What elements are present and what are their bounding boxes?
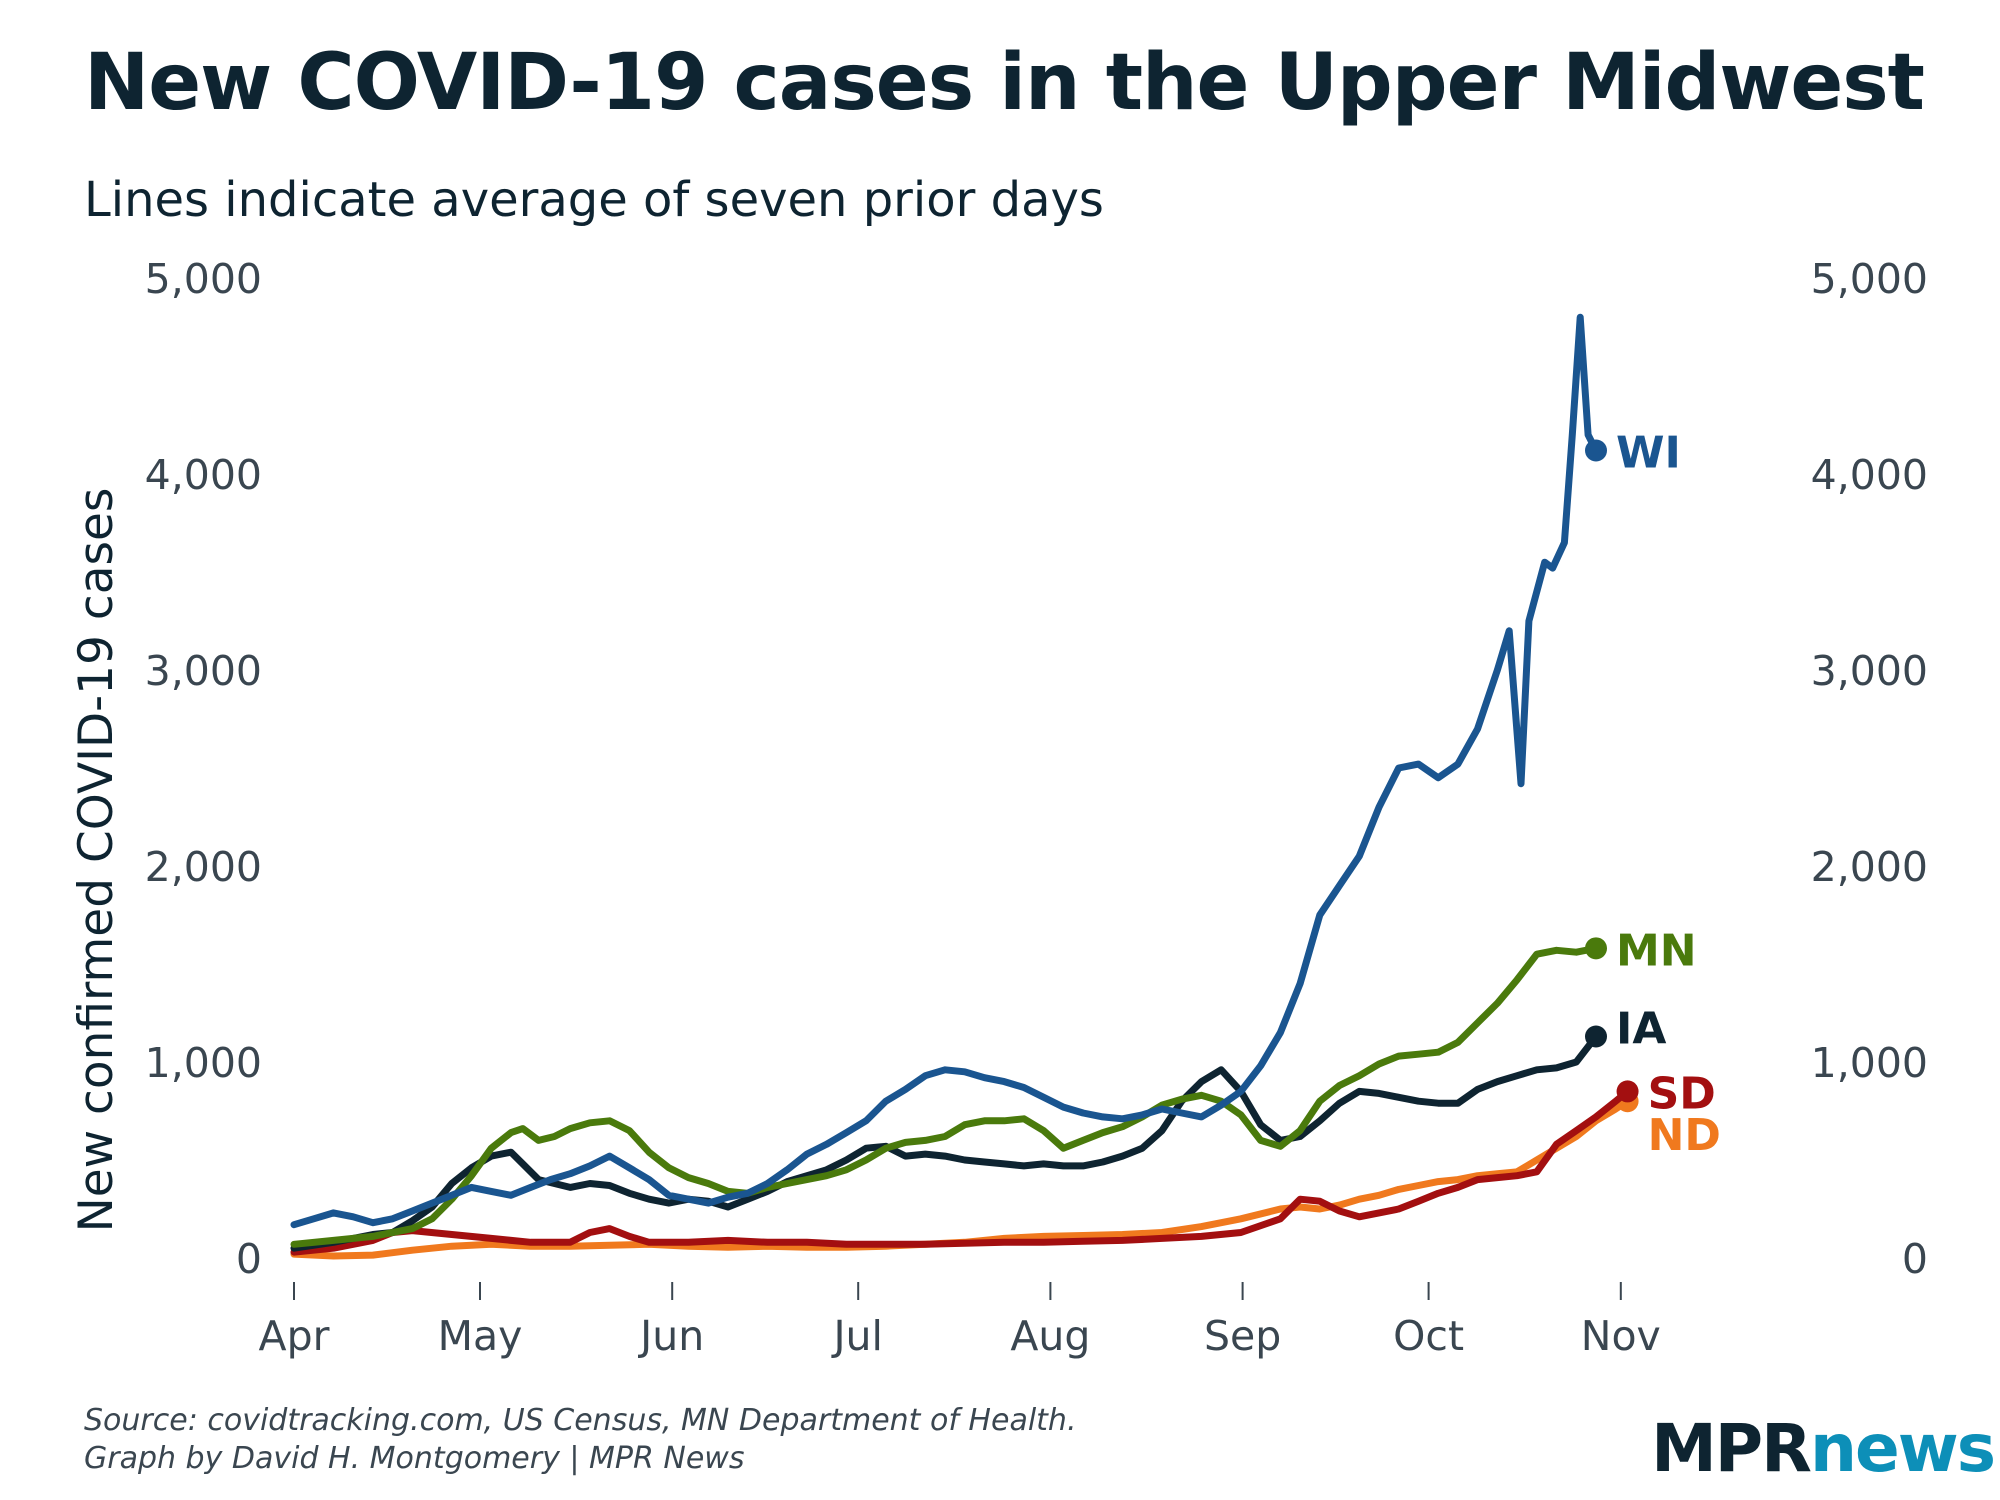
series-line-nd bbox=[290, 1097, 1632, 1260]
logo-mpr-text: MPR bbox=[1651, 1410, 1812, 1487]
series-endpoint-sd bbox=[1616, 1080, 1639, 1103]
series-endpoint-ia bbox=[1585, 1025, 1607, 1048]
series-label-nd: ND bbox=[1648, 1110, 1721, 1161]
source-note: Source: covidtracking.com, US Census, MN… bbox=[84, 1403, 1077, 1438]
y-tick-label-right: 1,000 bbox=[1811, 1039, 1928, 1087]
y-tick-label-left: 2,000 bbox=[145, 843, 262, 891]
series-line-sd bbox=[290, 1087, 1632, 1256]
credit-note: Graph by David H. Montgomery | MPR News bbox=[84, 1441, 745, 1476]
series-group bbox=[290, 313, 1639, 1260]
x-tick-label: May bbox=[438, 1312, 523, 1360]
chart-title: New COVID-19 cases in the Upper Midwest bbox=[84, 38, 1925, 128]
y-tick-label-right: 2,000 bbox=[1811, 843, 1928, 891]
series-endpoint-mn bbox=[1585, 937, 1607, 960]
series-line-wi bbox=[290, 313, 1600, 1229]
series-endpoint-wi bbox=[1585, 439, 1607, 462]
y-tick-label-left: 0 bbox=[236, 1235, 262, 1283]
x-axis: Apr May Jun Jul Aug Sep Oct Nov bbox=[259, 1282, 1661, 1360]
y-axis-left: 0 1,000 2,000 3,000 4,000 5,000 bbox=[145, 255, 262, 1283]
x-tick-label: Aug bbox=[1010, 1312, 1090, 1360]
x-tick-label: Jun bbox=[637, 1312, 704, 1360]
x-tick-label: Jul bbox=[830, 1312, 882, 1360]
series-label-wi: WI bbox=[1616, 427, 1681, 478]
x-tick-label: Oct bbox=[1393, 1312, 1464, 1360]
logo-news-text: news bbox=[1809, 1410, 1996, 1487]
chart-subtitle: Lines indicate average of seven prior da… bbox=[84, 172, 1104, 228]
y-tick-label-left: 1,000 bbox=[145, 1039, 262, 1087]
x-tick-label: Sep bbox=[1204, 1312, 1281, 1360]
series-line-mn bbox=[290, 944, 1600, 1248]
x-tick-label: Apr bbox=[259, 1312, 330, 1360]
mpr-news-logo: MPRnews bbox=[1651, 1410, 1996, 1487]
y-tick-label-right: 0 bbox=[1902, 1235, 1928, 1283]
series-line-ia bbox=[290, 1033, 1600, 1252]
series-label-sd: SD bbox=[1648, 1068, 1716, 1119]
x-tick-label: Nov bbox=[1581, 1312, 1661, 1360]
y-tick-label-right: 4,000 bbox=[1811, 451, 1928, 499]
footer: Source: covidtracking.com, US Census, MN… bbox=[84, 1402, 1076, 1478]
series-label-mn: MN bbox=[1616, 925, 1697, 976]
series-label-ia: IA bbox=[1616, 1004, 1666, 1055]
y-tick-label-left: 4,000 bbox=[145, 451, 262, 499]
y-axis-label: New confirmed COVID-19 cases bbox=[69, 488, 124, 1233]
y-tick-label-right: 3,000 bbox=[1811, 647, 1928, 695]
y-axis-right: 0 1,000 2,000 3,000 4,000 5,000 bbox=[1811, 255, 1928, 1283]
y-tick-label-left: 3,000 bbox=[145, 647, 262, 695]
y-tick-label-left: 5,000 bbox=[145, 255, 262, 303]
y-tick-label-right: 5,000 bbox=[1811, 255, 1928, 303]
